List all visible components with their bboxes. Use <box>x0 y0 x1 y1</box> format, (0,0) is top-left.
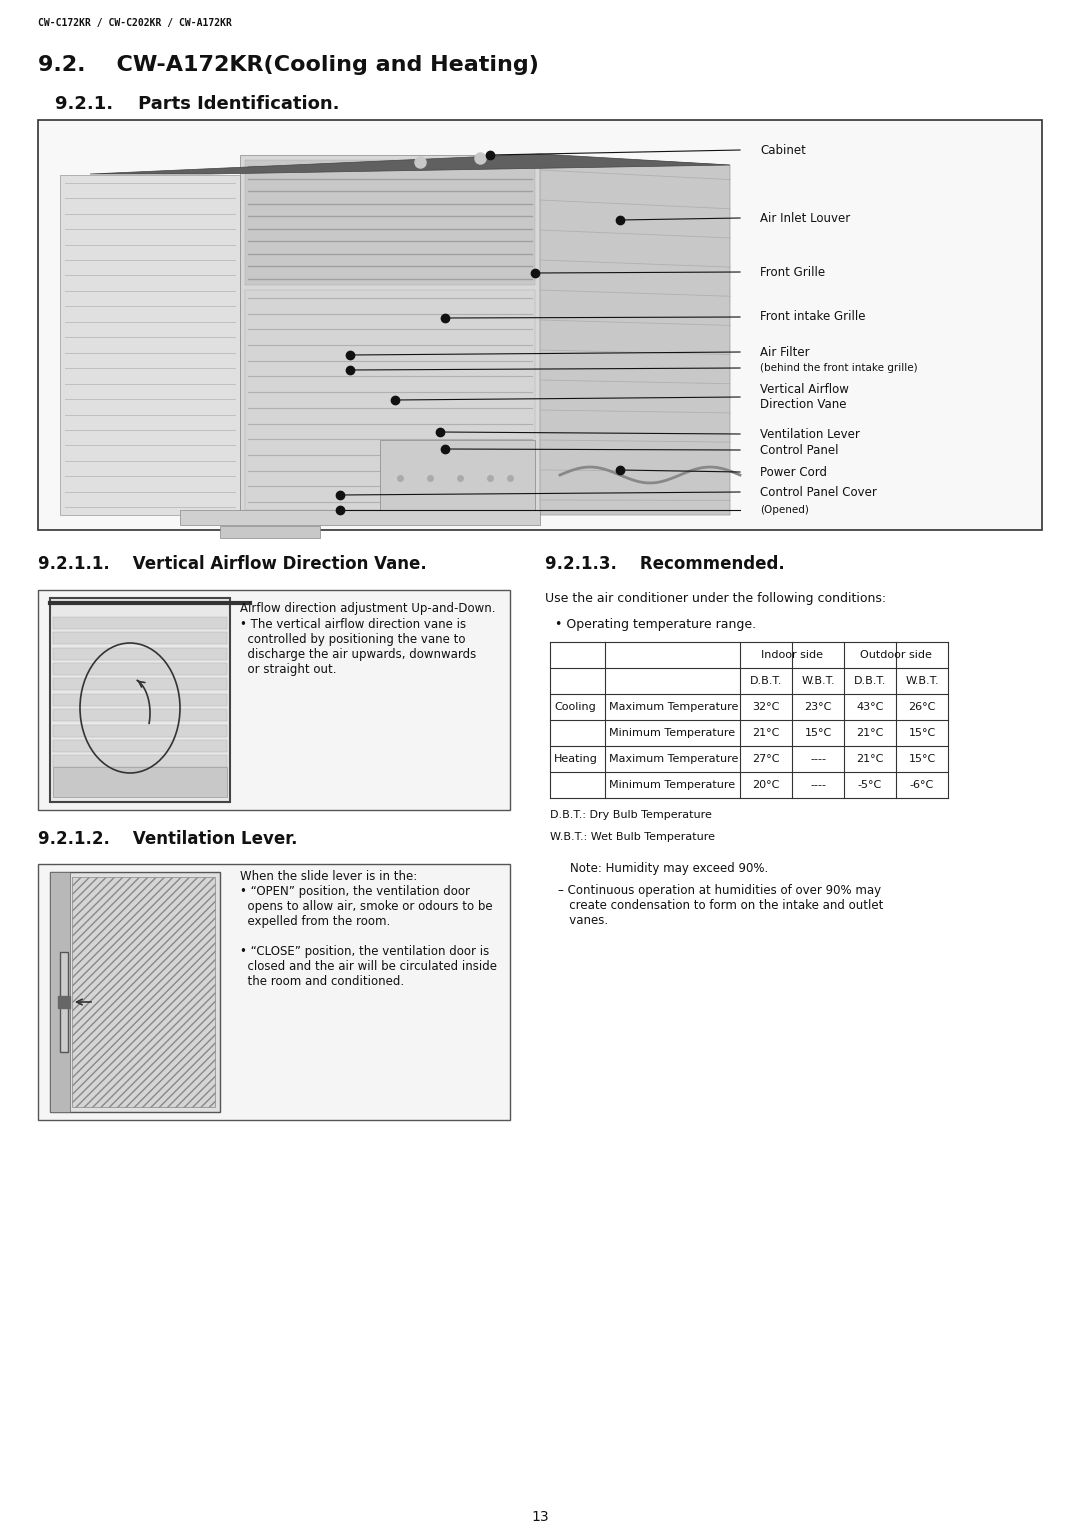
Text: • Operating temperature range.: • Operating temperature range. <box>555 617 756 631</box>
Text: 21°C: 21°C <box>856 727 883 738</box>
Bar <box>53 767 227 798</box>
Text: 9.2.1.2.    Ventilation Lever.: 9.2.1.2. Ventilation Lever. <box>38 830 297 848</box>
Bar <box>53 709 227 721</box>
Text: 20°C: 20°C <box>753 779 780 790</box>
Text: 32°C: 32°C <box>753 701 780 712</box>
Bar <box>240 154 540 515</box>
Text: Minimum Temperature: Minimum Temperature <box>609 779 735 790</box>
Polygon shape <box>540 154 730 515</box>
Bar <box>53 740 227 752</box>
Text: Cabinet: Cabinet <box>760 144 806 156</box>
Text: 23°C: 23°C <box>805 701 832 712</box>
Text: Heating: Heating <box>554 753 598 764</box>
Text: W.B.T.: W.B.T. <box>801 675 835 686</box>
Text: Minimum Temperature: Minimum Temperature <box>609 727 735 738</box>
Text: 26°C: 26°C <box>908 701 935 712</box>
Text: Front intake Grille: Front intake Grille <box>760 310 865 324</box>
Bar <box>60 176 240 515</box>
Text: 15°C: 15°C <box>908 753 935 764</box>
Bar <box>50 872 220 1112</box>
Text: Outdoor side: Outdoor side <box>860 649 932 660</box>
Text: ----: ---- <box>810 753 826 764</box>
Bar <box>53 755 227 767</box>
Text: • The vertical airflow direction vane is
  controlled by positioning the vane to: • The vertical airflow direction vane is… <box>240 617 476 675</box>
Bar <box>50 597 230 802</box>
Text: 13: 13 <box>531 1510 549 1523</box>
Text: 15°C: 15°C <box>805 727 832 738</box>
Text: (behind the front intake grille): (behind the front intake grille) <box>760 364 918 373</box>
Text: Vertical Airflow
Direction Vane: Vertical Airflow Direction Vane <box>760 384 849 411</box>
Text: D.B.T.: D.B.T. <box>750 675 782 686</box>
Bar <box>38 590 510 810</box>
Bar <box>38 121 1042 530</box>
Text: Cooling: Cooling <box>554 701 596 712</box>
Bar <box>60 952 68 1051</box>
Text: 15°C: 15°C <box>908 727 935 738</box>
Bar <box>53 648 227 660</box>
Bar <box>53 694 227 706</box>
Text: 9.2.1.1.    Vertical Airflow Direction Vane.: 9.2.1.1. Vertical Airflow Direction Vane… <box>38 555 427 573</box>
Text: 9.2.1.    Parts Identification.: 9.2.1. Parts Identification. <box>55 95 339 113</box>
Text: D.B.T.: Dry Bulb Temperature: D.B.T.: Dry Bulb Temperature <box>550 810 712 821</box>
Text: Air Filter: Air Filter <box>760 345 810 359</box>
Text: 27°C: 27°C <box>753 753 780 764</box>
Bar <box>380 440 535 510</box>
Text: ----: ---- <box>810 779 826 790</box>
Text: 21°C: 21°C <box>753 727 780 738</box>
Text: 9.2.    CW-A172KR(Cooling and Heating): 9.2. CW-A172KR(Cooling and Heating) <box>38 55 539 75</box>
Text: -6°C: -6°C <box>909 779 934 790</box>
Text: Control Panel Cover: Control Panel Cover <box>760 486 877 498</box>
Text: When the slide lever is in the:
• “OPEN” position, the ventilation door
  opens : When the slide lever is in the: • “OPEN”… <box>240 869 497 989</box>
Text: Front Grille: Front Grille <box>760 266 825 278</box>
Bar <box>53 663 227 675</box>
Text: D.B.T.: D.B.T. <box>854 675 887 686</box>
Bar <box>53 633 227 645</box>
Bar <box>53 678 227 691</box>
Bar <box>38 863 510 1120</box>
Text: Maximum Temperature: Maximum Temperature <box>609 701 739 712</box>
Bar <box>245 160 535 286</box>
Bar <box>220 526 320 538</box>
Text: 21°C: 21°C <box>856 753 883 764</box>
Text: Air Inlet Louver: Air Inlet Louver <box>760 211 850 225</box>
Text: -5°C: -5°C <box>858 779 882 790</box>
Text: – Continuous operation at humidities of over 90% may
   create condensation to f: – Continuous operation at humidities of … <box>558 885 883 927</box>
Text: Control Panel: Control Panel <box>760 443 838 457</box>
Polygon shape <box>90 154 730 174</box>
Text: Airflow direction adjustment Up-and-Down.: Airflow direction adjustment Up-and-Down… <box>240 602 496 614</box>
Text: W.B.T.: W.B.T. <box>905 675 939 686</box>
Text: 9.2.1.3.    Recommended.: 9.2.1.3. Recommended. <box>545 555 785 573</box>
Text: (Opened): (Opened) <box>760 504 809 515</box>
Text: Use the air conditioner under the following conditions:: Use the air conditioner under the follow… <box>545 591 886 605</box>
Text: CW-C172KR / CW-C202KR / CW-A172KR: CW-C172KR / CW-C202KR / CW-A172KR <box>38 18 232 28</box>
Bar <box>53 617 227 628</box>
Text: Ventilation Lever: Ventilation Lever <box>760 428 860 440</box>
Text: Maximum Temperature: Maximum Temperature <box>609 753 739 764</box>
Bar <box>72 877 215 1106</box>
Text: Note: Humidity may exceed 90%.: Note: Humidity may exceed 90%. <box>570 862 768 876</box>
Bar <box>53 724 227 736</box>
Bar <box>245 290 535 510</box>
Text: Indoor side: Indoor side <box>761 649 823 660</box>
Text: 43°C: 43°C <box>856 701 883 712</box>
Text: W.B.T.: Wet Bulb Temperature: W.B.T.: Wet Bulb Temperature <box>550 833 715 842</box>
Text: Power Cord: Power Cord <box>760 466 827 478</box>
Bar <box>180 510 540 526</box>
Bar <box>50 872 70 1112</box>
